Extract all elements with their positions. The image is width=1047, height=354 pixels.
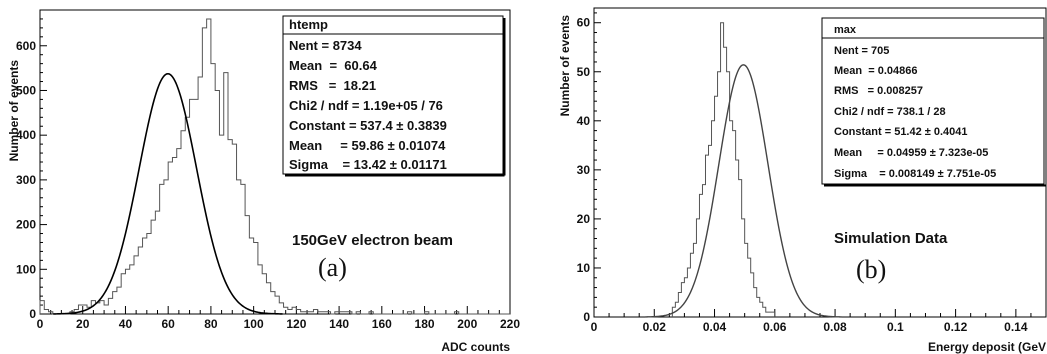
- y-tick-label: 60: [577, 16, 591, 30]
- x-tick-label: 0.08: [823, 320, 847, 334]
- stats-line-mean-b: Mean = 0.04866: [834, 65, 917, 77]
- y-tick-label: 200: [16, 218, 36, 232]
- panel-label-b: (b): [856, 255, 886, 284]
- x-tick-label: 200: [457, 317, 477, 331]
- x-axis-title-a: ADC counts: [441, 340, 510, 354]
- x-axis-b: 0 0.02 0.04 0.06 0.08 0.1 0.12 0.14: [591, 309, 1032, 334]
- x-tick-label: 0: [591, 320, 598, 334]
- stats-line-nent-a: Nent = 8734: [289, 38, 362, 53]
- y-tick-label: 300: [16, 173, 36, 187]
- stats-box-name-a: htemp: [289, 17, 328, 32]
- y-axis-title-b: Number of events: [558, 15, 572, 117]
- annotation-a: 150GeV electron beam: [292, 232, 453, 249]
- x-tick-label: 0.06: [763, 320, 787, 334]
- x-tick-label: 0.12: [944, 320, 968, 334]
- histogram-panel-b: 0 10 20 30 40 50 60 0 0.02 0.04 0.06 0.08 0.1 0.12 0.…: [558, 7, 1047, 354]
- y-axis-title-a: Number of events: [7, 60, 21, 162]
- x-tick-label: 40: [119, 317, 133, 331]
- x-tick-label: 160: [372, 317, 392, 331]
- stats-line-constant-a: Constant = 537.4 ± 0.3839: [289, 118, 447, 133]
- y-tick-label: 30: [577, 163, 591, 177]
- stats-line-nent-b: Nent = 705: [834, 45, 889, 57]
- stats-line-sigma-a: Sigma = 13.42 ± 0.01171: [289, 157, 447, 172]
- y-tick-label: 400: [16, 128, 36, 142]
- stats-line-chi2-b: Chi2 / ndf = 738.1 / 28: [834, 106, 946, 118]
- gaussian-fit-curve-a: [53, 72, 283, 315]
- stats-line-mean-a: Mean = 60.64: [289, 58, 378, 73]
- x-tick-label: 80: [204, 317, 218, 331]
- y-tick-label: 0: [29, 307, 36, 321]
- x-tick-label: 0.14: [1004, 320, 1028, 334]
- histogram-steps-a: [39, 18, 510, 315]
- x-tick-label: 0.04: [703, 320, 727, 334]
- x-tick-label: 60: [162, 317, 176, 331]
- stats-box-a: htemp Nent = 8734 Mean = 60.64 RMS = 18.…: [282, 15, 506, 177]
- stats-line-rms-a: RMS = 18.21: [289, 78, 376, 93]
- x-tick-label: 180: [415, 317, 435, 331]
- x-tick-label: 0: [37, 317, 44, 331]
- y-tick-label: 20: [577, 212, 591, 226]
- stats-line-rms-b: RMS = 0.008257: [834, 85, 923, 97]
- x-tick-label: 0.02: [643, 320, 667, 334]
- histogram-steps-b: [671, 22, 776, 317]
- x-tick-label: 140: [329, 317, 349, 331]
- stats-line-fitmean-b: Mean = 0.04959 ± 7.323e-05: [834, 147, 988, 159]
- y-tick-label: 40: [577, 114, 591, 128]
- stats-line-sigma-b: Sigma = 0.008149 ± 7.751e-05: [834, 168, 996, 180]
- stats-box-frame-b: [821, 17, 1045, 185]
- stats-line-fitmean-a: Mean = 59.86 ± 0.01074: [289, 138, 446, 153]
- y-tick-label: 500: [16, 83, 36, 97]
- stats-box-name-b: max: [834, 24, 857, 36]
- y-tick-label: 600: [16, 39, 36, 53]
- y-axis-b: 0 10 20 30 40 50 60: [577, 12, 601, 324]
- y-axis-a: 0 100 200 300 400 500 600: [16, 9, 47, 321]
- stats-line-chi2-a: Chi2 / ndf = 1.19e+05 / 76: [289, 98, 443, 113]
- stats-box-frame-a: [282, 15, 504, 175]
- x-tick-label: 0.1: [887, 320, 904, 334]
- annotation-b: Simulation Data: [834, 230, 948, 247]
- x-tick-label: 120: [286, 317, 306, 331]
- stats-line-constant-b: Constant = 51.42 ± 0.4041: [834, 126, 968, 138]
- y-tick-label: 10: [577, 261, 591, 275]
- gaussian-fit-curve-b: [645, 64, 842, 318]
- y-tick-label: 50: [577, 65, 591, 79]
- y-tick-label: 100: [16, 262, 36, 276]
- x-tick-label: 220: [500, 317, 520, 331]
- x-tick-label: 100: [244, 317, 264, 331]
- panel-label-a: (a): [318, 253, 347, 282]
- histogram-panel-a: 0 100 200 300 400 500 600 0 20 40 60 80 100 120 140 16…: [7, 9, 520, 354]
- x-axis-title-b: Energy deposit (GeV: [928, 340, 1046, 354]
- x-axis-a: 0 20 40 60 80 100 120 140 160 180 200 220: [37, 306, 520, 331]
- x-tick-label: 20: [76, 317, 90, 331]
- y-tick-label: 0: [583, 310, 590, 324]
- stats-box-b: max Nent = 705 Mean = 0.04866 RMS = 0.00…: [821, 17, 1046, 187]
